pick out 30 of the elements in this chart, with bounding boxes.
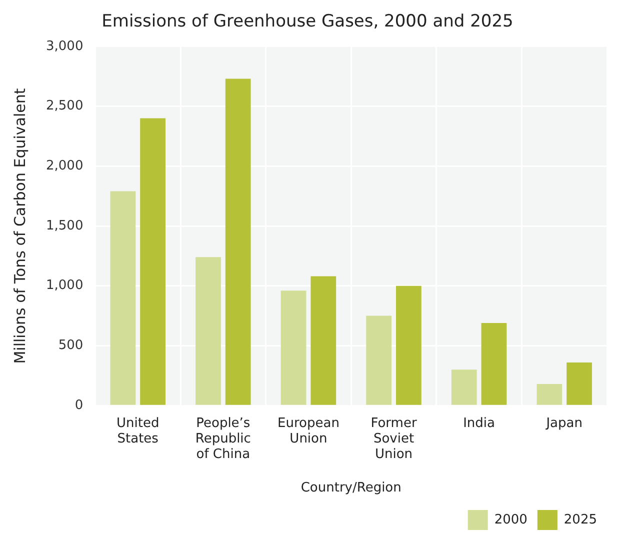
bar bbox=[451, 370, 477, 405]
bar bbox=[140, 118, 166, 405]
bar bbox=[225, 78, 251, 405]
bar bbox=[566, 362, 592, 405]
bar bbox=[481, 322, 507, 405]
y-tick-label: 1,500 bbox=[46, 218, 84, 234]
x-tick-label: European Union bbox=[278, 416, 340, 446]
x-axis-title: Country/Region bbox=[300, 480, 402, 496]
y-tick-label: 2,000 bbox=[46, 158, 84, 174]
y-tick-label: 3,000 bbox=[46, 38, 84, 54]
bar bbox=[280, 290, 306, 405]
y-tick-label: 2,500 bbox=[46, 98, 84, 114]
bar bbox=[366, 316, 392, 405]
bar bbox=[196, 257, 221, 405]
y-axis-title: Millions of Tons of Carbon Equivalent bbox=[10, 88, 29, 364]
bar bbox=[396, 286, 422, 405]
y-tick-label: 0 bbox=[74, 398, 84, 413]
x-tick-label: Former Soviet Union bbox=[370, 416, 418, 462]
x-tick-label: United States bbox=[116, 416, 160, 446]
x-tick-label: India bbox=[463, 416, 496, 431]
y-tick-label: 1,000 bbox=[46, 278, 84, 294]
x-tick-label: People’s Republic of China bbox=[195, 416, 251, 462]
bar bbox=[110, 191, 136, 405]
x-tick-label: Japan bbox=[545, 416, 582, 431]
chart-title: Emissions of Greenhouse Gases, 2000 and 2025 bbox=[102, 12, 514, 32]
legend-label: 2025 bbox=[564, 512, 598, 528]
bar bbox=[310, 276, 336, 405]
bar bbox=[536, 384, 562, 405]
legend-label: 2000 bbox=[494, 512, 528, 528]
y-tick-label: 500 bbox=[58, 338, 84, 354]
